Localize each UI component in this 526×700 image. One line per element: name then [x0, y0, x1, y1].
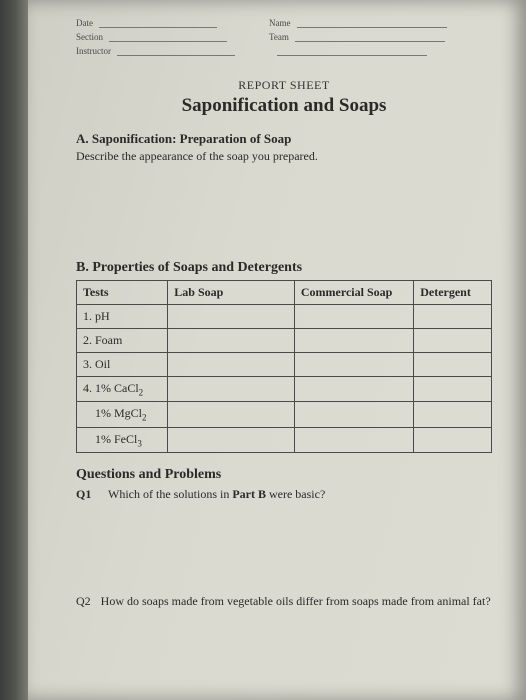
- questions-heading: Questions and Problems: [76, 467, 492, 483]
- col-tests: Tests: [77, 281, 168, 305]
- cell[interactable]: [294, 329, 413, 353]
- label-team: Team: [269, 32, 289, 42]
- col-commercial: Commercial Soap: [294, 281, 413, 305]
- section-a-prompt: Describe the appearance of the soap you …: [76, 149, 492, 164]
- cell[interactable]: [414, 402, 492, 427]
- table-row: 2. Foam: [77, 329, 492, 353]
- row-foam: 2. Foam: [77, 329, 168, 353]
- label-section: Section: [76, 32, 103, 42]
- cell[interactable]: [414, 353, 492, 377]
- cell[interactable]: [168, 377, 295, 402]
- cell[interactable]: [414, 329, 492, 353]
- col-detergent: Detergent: [414, 281, 492, 305]
- col-labsoap: Lab Soap: [168, 281, 295, 305]
- row-ph: 1. pH: [77, 305, 168, 329]
- cell[interactable]: [168, 353, 295, 377]
- blank-date[interactable]: [99, 18, 217, 28]
- label-name: Name: [269, 18, 291, 28]
- label-instructor: Instructor: [76, 46, 111, 56]
- blank-section[interactable]: [109, 32, 227, 42]
- q2-number: Q2: [76, 594, 91, 609]
- row-oil: 3. Oil: [77, 353, 168, 377]
- row-mgcl2: 1% MgCl2: [77, 402, 168, 427]
- cell[interactable]: [168, 329, 295, 353]
- properties-table: Tests Lab Soap Commercial Soap Detergent…: [76, 280, 492, 453]
- q2-text: How do soaps made from vegetable oils di…: [101, 594, 491, 609]
- blank-name[interactable]: [297, 18, 447, 28]
- cell[interactable]: [414, 305, 492, 329]
- table-row: 3. Oil: [77, 353, 492, 377]
- header-fields: Date Section Instructor Name Team .: [76, 18, 492, 56]
- cell[interactable]: [294, 353, 413, 377]
- blank-team[interactable]: [295, 32, 445, 42]
- table-row: 1. pH: [77, 305, 492, 329]
- sheet-label: REPORT SHEET: [76, 78, 492, 93]
- cell[interactable]: [168, 427, 295, 452]
- table-row: 1% MgCl2: [77, 402, 492, 427]
- cell[interactable]: [294, 377, 413, 402]
- row-fecl3: 1% FeCl3: [77, 427, 168, 452]
- row-cacl2: 4. 1% CaCl2: [77, 377, 168, 402]
- q1-number: Q1: [76, 487, 98, 502]
- cell[interactable]: [414, 427, 492, 452]
- section-b-heading: B. Properties of Soaps and Detergents: [76, 260, 492, 276]
- blank-extra[interactable]: [277, 46, 427, 56]
- section-a-heading: A. Saponification: Preparation of Soap: [76, 131, 492, 147]
- blank-instructor[interactable]: [117, 46, 235, 56]
- table-row: 4. 1% CaCl2: [77, 377, 492, 402]
- table-header-row: Tests Lab Soap Commercial Soap Detergent: [77, 281, 492, 305]
- worksheet-page: Date Section Instructor Name Team . REPO…: [28, 0, 526, 700]
- cell[interactable]: [294, 402, 413, 427]
- cell[interactable]: [168, 305, 295, 329]
- table-row: 1% FeCl3: [77, 427, 492, 452]
- label-date: Date: [76, 18, 93, 28]
- q1-text: Which of the solutions in Part B were ba…: [108, 487, 325, 502]
- cell[interactable]: [168, 402, 295, 427]
- question-1: Q1 Which of the solutions in Part B were…: [76, 487, 492, 502]
- question-2: Q2 How do soaps made from vegetable oils…: [76, 594, 492, 609]
- cell[interactable]: [294, 427, 413, 452]
- page-title: Saponification and Soaps: [76, 95, 492, 117]
- cell[interactable]: [294, 305, 413, 329]
- cell[interactable]: [414, 377, 492, 402]
